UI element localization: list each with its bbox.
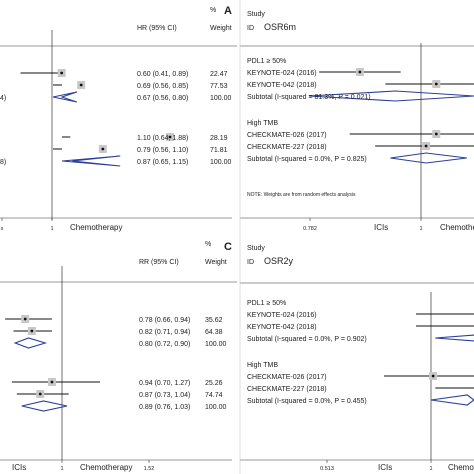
point-estimate: [79, 83, 83, 87]
header-study: Study: [247, 11, 265, 18]
effect-ci-value: 0.94 (0.70, 1.27): [139, 380, 190, 387]
point-estimate: [168, 135, 172, 139]
study-label: KEYNOTE-042 (2018): [247, 82, 317, 89]
header-percent: %: [205, 241, 211, 248]
favors-right-label: Chemoth: [448, 463, 474, 472]
study-label: CHECKMATE-026 (2017): [247, 132, 327, 139]
tick-label: 1: [50, 226, 53, 232]
header-effect-ci: RR (95% CI): [139, 259, 179, 266]
weight-value: 74.74: [205, 392, 223, 399]
header-study: Study: [247, 245, 265, 252]
weight-value: 35.62: [205, 317, 223, 324]
point-estimate: [424, 144, 428, 148]
subtotal-label: Subtotal (I-squared = 81.3%, P = 0.021): [247, 94, 371, 101]
weight-value: 100.00: [205, 341, 227, 348]
header-weight: Weight: [210, 25, 232, 32]
point-estimate: [38, 392, 42, 396]
weight-value: 77.53: [210, 83, 228, 90]
effect-ci-value: 0.69 (0.56, 0.85): [137, 83, 188, 90]
header-outcome: OSR6m: [264, 22, 296, 32]
footnote: NOTE: Weights are from random effects an…: [247, 192, 356, 198]
effect-ci-value: 0.89 (0.76, 1.03): [139, 404, 190, 411]
panel-label: A: [224, 5, 232, 17]
weight-value: 100.00: [210, 159, 232, 166]
header-id: ID: [247, 259, 254, 266]
subgroup-label: PDL1 ≥ 50%: [247, 300, 286, 307]
subtotal-diamond: [430, 394, 474, 406]
favors-left-label: ICIs: [378, 463, 392, 472]
subtotal-diamond: [308, 90, 474, 102]
tick-label: 1: [60, 466, 63, 472]
study-label: KEYNOTE-024 (2016): [247, 312, 317, 319]
study-label: CHECKMATE-227 (2018): [247, 144, 327, 151]
header-effect-ci: HR (95% CI): [137, 25, 177, 32]
weight-value: 22.47: [210, 71, 228, 78]
weight-value: 71.81: [210, 147, 228, 154]
subgroup-label: PDL1 ≥ 50%: [247, 58, 286, 65]
favors-left-label: ICIs: [374, 223, 388, 232]
favors-right-label: Chemotherapy: [80, 463, 132, 472]
effect-ci-value: 0.80 (0.72, 0.90): [139, 341, 190, 348]
study-label: KEYNOTE-024 (2016): [247, 70, 317, 77]
effect-ci-value: 0.87 (0.65, 1.15): [137, 159, 188, 166]
study-label: KEYNOTE-042 (2018): [247, 324, 317, 331]
effect-ci-value: 1.10 (0.64, 1.88): [137, 135, 188, 142]
subtotal-label: 4): [0, 95, 6, 102]
subgroup-label: High TMB: [247, 362, 278, 369]
study-label: CHECKMATE-026 (2017): [247, 374, 327, 381]
effect-ci-value: 0.67 (0.56, 0.80): [137, 95, 188, 102]
tick-label: 0.782: [303, 226, 317, 232]
subtotal-diamond: [52, 91, 78, 103]
point-estimate: [23, 317, 27, 321]
weight-value: 64.38: [205, 329, 223, 336]
favors-right-label: Chemotherapy: [70, 223, 122, 232]
subtotal-label: Subtotal (I-squared = 0.0%, P = 0.902): [247, 336, 367, 343]
subtotal-diamond: [435, 334, 474, 342]
effect-ci-value: 0.60 (0.41, 0.89): [137, 71, 188, 78]
subtotal-diamond: [390, 152, 467, 164]
study-label: CHECKMATE-227 (2018): [247, 386, 327, 393]
point-estimate: [358, 70, 362, 74]
weight-value: 100.00: [210, 95, 232, 102]
point-estimate: [50, 380, 54, 384]
effect-ci-value: 0.78 (0.66, 0.94): [139, 317, 190, 324]
weight-value: 100.00: [205, 404, 227, 411]
point-estimate: [434, 82, 438, 86]
effect-ci-value: 0.87 (0.73, 1.04): [139, 392, 190, 399]
effect-ci-value: 0.79 (0.56, 1.10): [137, 147, 188, 154]
subgroup-label: High TMB: [247, 120, 278, 127]
subtotal-label: 8): [0, 159, 6, 166]
header-weight: Weight: [205, 259, 227, 266]
tick-label: 1: [419, 226, 422, 232]
subtotal-diamond: [61, 155, 121, 167]
subtotal-label: Subtotal (I-squared = 0.0%, P = 0.455): [247, 398, 367, 405]
tick-label: 0.513: [320, 466, 334, 472]
header-id: ID: [247, 25, 254, 32]
panel-label: C: [224, 241, 232, 253]
point-estimate: [60, 71, 64, 75]
effect-ci-value: 0.82 (0.71, 0.94): [139, 329, 190, 336]
tick-label: s: [1, 226, 4, 232]
header-outcome: OSR2y: [264, 256, 294, 266]
point-estimate: [101, 147, 105, 151]
tick-label: 1: [429, 466, 432, 472]
weight-value: 28.19: [210, 135, 228, 142]
favors-right-label: Chemotherap: [440, 223, 474, 232]
subtotal-diamond: [21, 400, 68, 412]
favors-left-label: ICIs: [12, 463, 26, 472]
point-estimate: [431, 374, 435, 378]
subtotal-diamond: [13, 337, 48, 349]
weight-value: 25.26: [205, 380, 223, 387]
header-percent: %: [210, 7, 216, 14]
subtotal-label: Subtotal (I-squared = 0.0%, P = 0.825): [247, 156, 367, 163]
point-estimate: [434, 132, 438, 136]
point-estimate: [30, 329, 34, 333]
tick-label: 1.52: [144, 466, 155, 472]
